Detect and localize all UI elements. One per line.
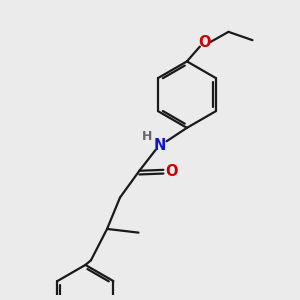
Text: O: O bbox=[198, 34, 211, 50]
Text: H: H bbox=[142, 130, 152, 143]
Text: N: N bbox=[154, 138, 166, 153]
Text: O: O bbox=[165, 164, 178, 179]
